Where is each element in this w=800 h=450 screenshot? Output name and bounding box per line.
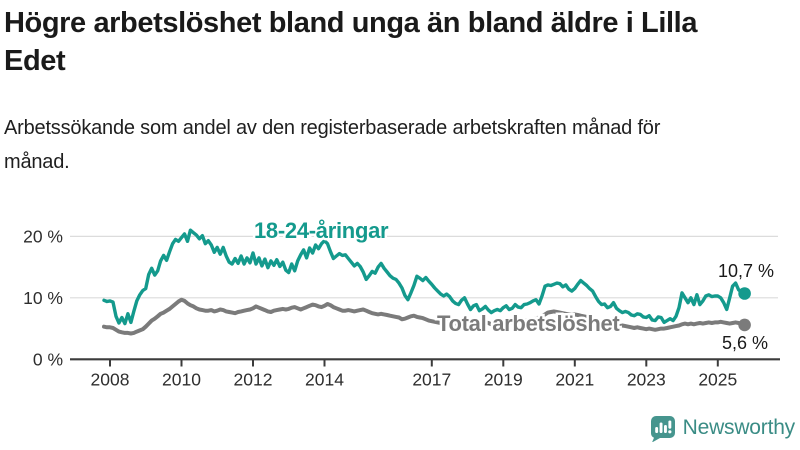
series-end-dot-youth bbox=[738, 287, 751, 300]
newsworthy-logo: Newsworthy bbox=[649, 414, 795, 442]
newsworthy-wordmark: Newsworthy bbox=[682, 416, 796, 439]
series-line-youth bbox=[102, 228, 747, 326]
x-tick-label-2017: 2017 bbox=[412, 370, 451, 390]
end-value-label-total: 5,6 % bbox=[722, 333, 768, 353]
y-tick-label-10pct: 10 % bbox=[23, 288, 63, 308]
series-line-total bbox=[102, 297, 747, 336]
x-tick-label-2014: 2014 bbox=[305, 370, 344, 390]
x-tick-label-2019: 2019 bbox=[484, 370, 523, 390]
x-tick-label-2010: 2010 bbox=[162, 370, 201, 390]
x-tick-label-2023: 2023 bbox=[627, 370, 666, 390]
chart-title: Högre arbetslöshet bland unga än bland ä… bbox=[4, 7, 698, 77]
series-end-dot-total bbox=[738, 318, 751, 332]
end-value-label-youth: 10,7 % bbox=[718, 261, 774, 281]
y-tick-label-20pct: 20 % bbox=[23, 226, 63, 246]
newsworthy-bubble-chart-icon bbox=[650, 416, 675, 442]
x-tick-label-2025: 2025 bbox=[698, 370, 737, 390]
x-tick-label-2021: 2021 bbox=[555, 370, 594, 390]
x-tick-label-2008: 2008 bbox=[91, 370, 130, 390]
y-tick-label-0pct: 0 % bbox=[33, 349, 63, 369]
series-label-youth: 18-24-åringar bbox=[254, 218, 389, 243]
x-tick-label-2012: 2012 bbox=[234, 370, 273, 390]
chart-subtitle: Arbetssökande som andel av den registerb… bbox=[4, 117, 661, 173]
series-label-total: Total arbetslöshet bbox=[437, 311, 620, 336]
